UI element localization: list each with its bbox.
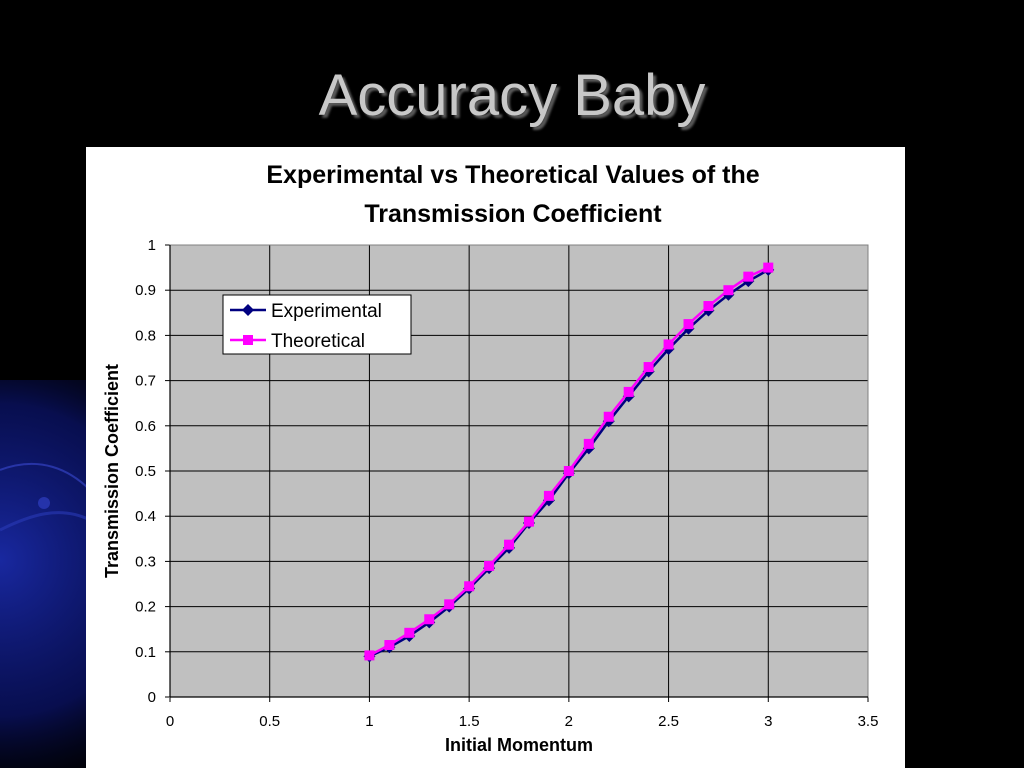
data-point-theoretical	[663, 339, 674, 350]
data-point-theoretical	[543, 490, 554, 501]
grid-lines	[170, 244, 868, 697]
x-tick-label: 2	[565, 713, 573, 730]
chart-title-line-2: Transmission Coefficient	[364, 200, 662, 228]
data-point-theoretical	[563, 466, 574, 476]
x-tick-label: 3.5	[858, 713, 879, 730]
data-point-theoretical	[464, 581, 475, 592]
data-point-theoretical	[623, 386, 634, 397]
y-tick-label: 0.7	[135, 373, 156, 390]
x-tick-label: 1.5	[459, 713, 480, 730]
y-tick-label: 0.3	[135, 553, 156, 570]
data-point-theoretical	[643, 362, 654, 373]
data-point-theoretical	[583, 438, 594, 449]
data-point-theoretical	[523, 516, 534, 527]
y-tick-label: 0.8	[135, 327, 156, 344]
x-tick-label: 0.5	[259, 713, 280, 730]
chart-panel: Experimental vs Theoretical Values of th…	[86, 147, 905, 768]
x-axis-label: Initial Momentum	[445, 735, 593, 755]
slide-title: Accuracy Baby	[318, 63, 706, 128]
data-point-theoretical	[424, 614, 435, 625]
y-tick-label: 0.9	[135, 282, 156, 299]
legend-marker-theoretical	[243, 335, 253, 345]
data-point-theoretical	[384, 640, 395, 651]
data-point-theoretical	[683, 319, 694, 330]
data-point-theoretical	[504, 539, 515, 550]
legend-label-theoretical: Theoretical	[271, 331, 365, 352]
chart-title-line-1: Experimental vs Theoretical Values of th…	[266, 161, 759, 189]
y-tick-label: 1	[148, 237, 156, 254]
legend: Experimental Theoretical	[222, 294, 412, 355]
data-point-theoretical	[763, 262, 774, 273]
data-point-theoretical	[404, 627, 415, 638]
data-point-theoretical	[364, 650, 375, 661]
y-tick-label: 0.5	[135, 463, 156, 480]
x-tick-label: 3	[764, 713, 772, 730]
legend-marker-experimental	[242, 304, 254, 316]
series-layer	[363, 262, 775, 663]
x-tick-label: 2.5	[658, 713, 679, 730]
y-tick-label: 0.1	[135, 644, 156, 661]
y-tick-label: 0	[148, 689, 156, 706]
data-point-theoretical	[603, 411, 614, 422]
y-tick-label: 0.4	[135, 508, 156, 525]
data-point-theoretical	[444, 599, 455, 610]
line-chart: Experimental vs Theoretical Values of th…	[102, 161, 878, 755]
y-tick-label: 0.2	[135, 599, 156, 616]
axes: 0 0.1 0.2 0.3 0.4 0.5 0.6 0.7 0.8 0.9 1 0 0.5 1 1.5 2 2.…	[135, 237, 878, 730]
data-point-theoretical	[484, 560, 495, 571]
y-tick-label: 0.6	[135, 418, 156, 435]
data-point-theoretical	[723, 285, 734, 296]
legend-box	[222, 294, 412, 355]
legend-label-experimental: Experimental	[271, 301, 382, 322]
x-tick-label: 0	[166, 713, 174, 730]
y-axis-label: Transmission Coefficient	[102, 364, 122, 578]
x-tick-label: 1	[365, 713, 373, 730]
data-point-theoretical	[703, 301, 714, 312]
data-point-theoretical	[743, 271, 754, 282]
